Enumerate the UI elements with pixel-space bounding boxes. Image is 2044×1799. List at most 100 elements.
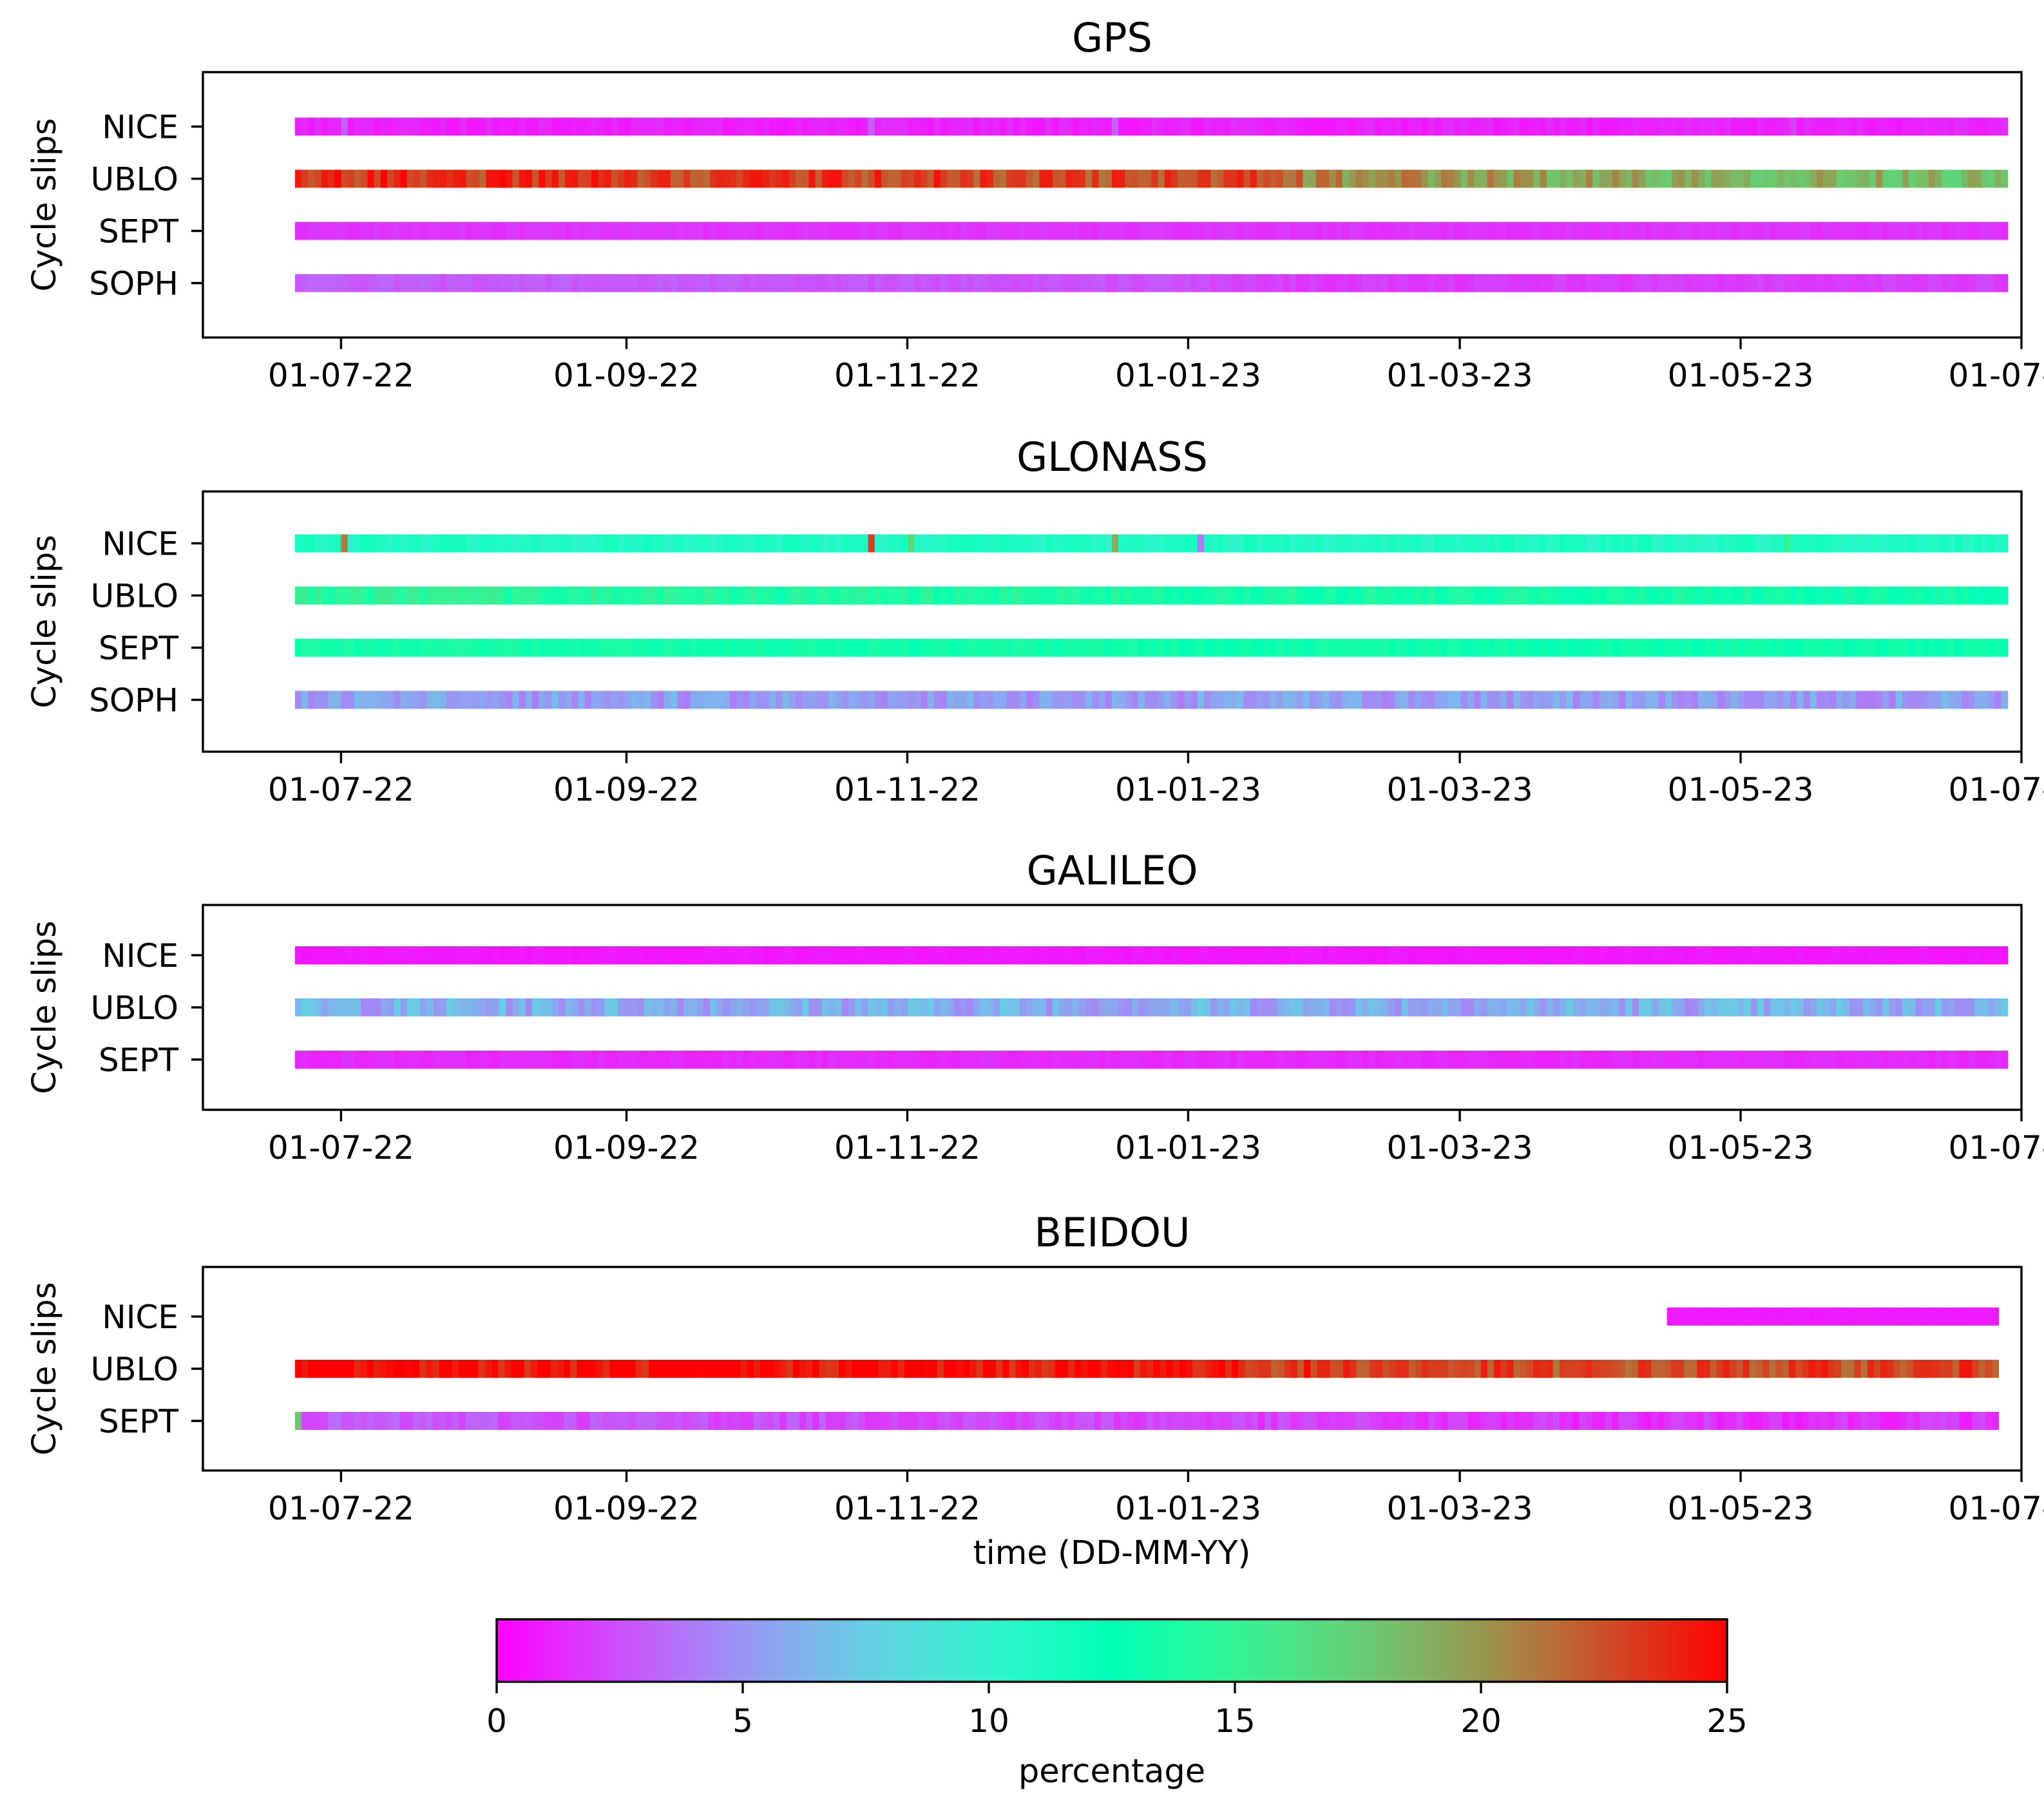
heat-cell xyxy=(1744,1308,1747,1326)
heat-cell xyxy=(1974,586,1982,605)
heat-cell xyxy=(723,274,731,292)
heat-cell xyxy=(1770,274,1778,292)
heat-cell xyxy=(1284,1360,1292,1378)
heat-cell xyxy=(1842,690,1850,709)
heat-cell xyxy=(1145,117,1152,136)
heat-cell xyxy=(1994,117,2002,136)
heat-cell xyxy=(1928,998,1936,1016)
heat-cell xyxy=(294,638,302,657)
heat-cell xyxy=(1151,586,1159,605)
heat-cell xyxy=(1889,586,1896,605)
heat-cell xyxy=(1335,586,1343,605)
heat-cell xyxy=(426,169,434,188)
heat-cell xyxy=(1985,1360,1992,1378)
heat-cell xyxy=(1906,1360,1914,1378)
heat-cell xyxy=(1415,117,1422,136)
heat-cell xyxy=(1006,586,1014,605)
heat-cell xyxy=(749,222,757,240)
heat-cell xyxy=(1572,117,1580,136)
heat-cell xyxy=(1258,1360,1265,1378)
heat-cell xyxy=(400,117,408,136)
heat-cell xyxy=(1764,946,1772,964)
heat-cell xyxy=(1178,222,1185,240)
heat-cell xyxy=(1933,1412,1940,1430)
heat-cell xyxy=(1810,586,1817,605)
heat-cell xyxy=(598,1051,606,1069)
heat-cell xyxy=(1756,1308,1758,1326)
heat-row-nice xyxy=(294,534,2009,553)
heat-cell xyxy=(1230,274,1237,292)
heat-cell xyxy=(1835,1412,1842,1430)
heat-cell xyxy=(1579,117,1587,136)
heat-cell xyxy=(957,1360,964,1378)
heat-cell xyxy=(354,274,361,292)
heat-cell xyxy=(1342,117,1350,136)
heat-cell xyxy=(321,222,329,240)
heat-cell xyxy=(1672,169,1679,188)
heat-cell xyxy=(486,638,493,657)
heat-cell xyxy=(1779,1308,1781,1326)
heat-cell xyxy=(637,946,645,964)
heat-cell xyxy=(924,1360,931,1378)
heat-cell xyxy=(769,586,777,605)
heat-cell xyxy=(1645,586,1653,605)
heat-cell xyxy=(1454,946,1462,964)
heat-cell xyxy=(631,586,638,605)
heat-cell xyxy=(1335,117,1343,136)
heat-cell xyxy=(723,117,731,136)
heat-cell xyxy=(1880,1360,1888,1378)
heat-cell xyxy=(1029,1412,1036,1430)
heat-cell xyxy=(1835,1308,1837,1326)
heat-cell xyxy=(1329,1051,1337,1069)
heat-cell xyxy=(736,274,743,292)
heat-cell xyxy=(1939,1412,1947,1430)
heat-cell xyxy=(609,1360,616,1378)
heat-cell xyxy=(1105,1051,1113,1069)
heat-cell xyxy=(1928,1308,1931,1326)
heat-cell xyxy=(1263,946,1271,964)
heat-cell xyxy=(1898,1308,1901,1326)
heat-cell xyxy=(1910,1308,1913,1326)
heat-cell xyxy=(1513,274,1521,292)
heat-cell xyxy=(1304,1412,1312,1430)
heat-cell xyxy=(1744,690,1752,709)
heat-cell xyxy=(1586,117,1594,136)
heat-cell xyxy=(1909,586,1916,605)
heat-cell xyxy=(1612,946,1619,964)
heat-cell xyxy=(1368,1051,1376,1069)
heat-cell xyxy=(1711,274,1719,292)
heat-cell xyxy=(1210,274,1218,292)
heat-cell xyxy=(1375,946,1382,964)
heat-cell xyxy=(683,534,691,553)
heat-cell xyxy=(1889,638,1896,657)
heat-cell xyxy=(1961,690,1969,709)
heat-cell xyxy=(1408,690,1415,709)
heat-cell xyxy=(1895,638,1903,657)
heat-cell xyxy=(1250,1051,1257,1069)
axes-frame xyxy=(202,490,2023,753)
heat-cell xyxy=(1625,946,1633,964)
heat-cell xyxy=(1849,274,1857,292)
heat-cell xyxy=(1757,638,1764,657)
heat-cell xyxy=(1665,274,1672,292)
heat-cell xyxy=(433,222,441,240)
heat-cell xyxy=(1078,998,1086,1016)
heat-cell xyxy=(1000,998,1007,1016)
heat-cell xyxy=(1668,1308,1670,1326)
heat-cell xyxy=(1849,117,1857,136)
heat-cell xyxy=(631,690,638,709)
heat-cell xyxy=(1711,690,1719,709)
heat-cell xyxy=(1290,1412,1298,1430)
heat-cell xyxy=(874,998,882,1016)
heat-cell xyxy=(1942,222,1949,240)
heat-cell xyxy=(1605,117,1613,136)
heat-cell xyxy=(1355,169,1363,188)
heat-cell xyxy=(426,1051,434,1069)
heat-cell xyxy=(1923,1308,1925,1326)
heat-cell xyxy=(1783,117,1791,136)
heat-cell xyxy=(506,638,513,657)
heat-cell xyxy=(815,690,823,709)
heat-cell xyxy=(1151,638,1159,657)
heat-cell xyxy=(1210,690,1218,709)
heat-cell xyxy=(1197,169,1205,188)
